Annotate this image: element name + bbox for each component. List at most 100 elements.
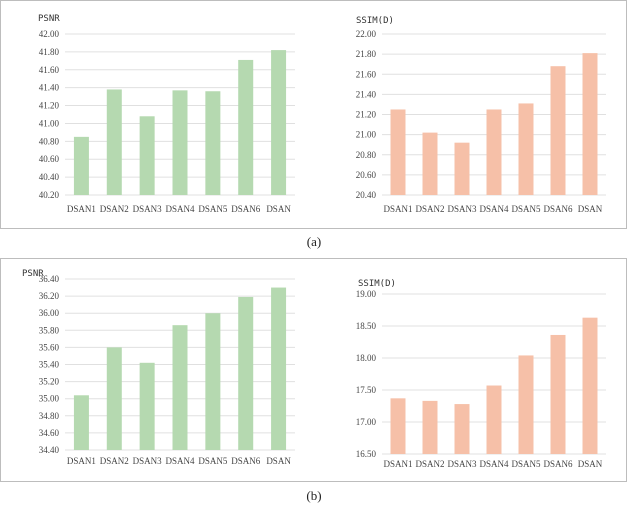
bar-dsan6 — [550, 66, 566, 195]
caption-a: (a) — [306, 234, 322, 249]
bar-dsan4 — [172, 90, 188, 195]
x-tick-label: DSAN — [578, 204, 603, 214]
x-tick-label: DSAN5 — [511, 459, 541, 469]
bar-dsan — [582, 53, 598, 196]
x-tick-label: DSAN6 — [231, 204, 261, 214]
bar-dsan3 — [139, 362, 155, 450]
y-tick-label: 40.80 — [39, 136, 60, 146]
y-tick-label: 20.60 — [356, 170, 377, 180]
x-tick-label: DSAN2 — [100, 204, 129, 214]
x-tick-label: DSAN4 — [479, 459, 509, 469]
x-tick-label: DSAN1 — [383, 459, 412, 469]
x-tick-label: DSAN5 — [511, 204, 541, 214]
y-tick-label: 20.40 — [356, 190, 377, 200]
bar-dsan — [582, 317, 598, 454]
y-tick-label: 22.00 — [356, 29, 377, 39]
bar-dsan6 — [238, 296, 254, 450]
x-tick-label: DSAN3 — [447, 459, 477, 469]
bar-dsan4 — [172, 325, 188, 450]
y-tick-label: 21.00 — [356, 130, 377, 140]
x-tick-label: DSAN3 — [447, 204, 477, 214]
bar-dsan5 — [518, 355, 534, 454]
x-tick-label: DSAN6 — [231, 456, 261, 466]
y-tick-label: 41.60 — [39, 65, 60, 75]
chart-a-psnr: PSNR 40.20 40.40 40.60 40.80 41.00 41.20 41.40 4… — [38, 14, 295, 214]
y-tick-label: 34.40 — [39, 445, 60, 455]
y-tick-label: 41.20 — [39, 101, 60, 111]
x-tick-label: DSAN3 — [133, 204, 163, 214]
y-tick-label: 35.80 — [39, 325, 60, 335]
y-tick-label: 36.20 — [39, 291, 60, 301]
y-tick-label: 41.00 — [39, 118, 60, 128]
bar-dsan — [271, 287, 287, 450]
bar-dsan5 — [518, 103, 534, 195]
x-tick-label: DSAN2 — [415, 204, 444, 214]
bar-dsan3 — [454, 142, 470, 195]
x-tick-label: DSAN2 — [415, 459, 444, 469]
y-axis-label: PSNR — [38, 14, 60, 24]
bar-dsan5 — [205, 91, 221, 195]
x-tick-label: DSAN6 — [543, 204, 573, 214]
y-tick-label: 40.20 — [39, 190, 60, 200]
y-tick-label: 17.00 — [356, 417, 377, 427]
x-tick-label: DSAN4 — [479, 204, 509, 214]
y-tick-label: 36.40 — [39, 274, 60, 284]
y-tick-label: 20.80 — [356, 150, 377, 160]
y-tick-label: 41.80 — [39, 47, 60, 57]
bar-dsan6 — [238, 59, 254, 195]
y-tick-label: 35.60 — [39, 342, 60, 352]
x-tick-label: DSAN1 — [383, 204, 412, 214]
bar-dsan1 — [73, 395, 89, 450]
chart-a-ssim: SSIM(D) 20.40 20.60 20.80 21.00 21.20 21.40 21.… — [356, 16, 606, 214]
bar-dsan1 — [390, 109, 406, 195]
y-tick-label: 40.60 — [39, 154, 60, 164]
bar-dsan6 — [550, 334, 566, 454]
x-tick-label: DSAN5 — [198, 204, 228, 214]
bar-dsan2 — [422, 132, 438, 195]
y-tick-label: 36.00 — [39, 308, 60, 318]
y-tick-label: 35.40 — [39, 360, 60, 370]
chart-b-ssim: SSIM(D) 16.50 17.00 17.50 18.00 18.50 19.00 DSA… — [356, 279, 606, 469]
y-tick-label: 21.40 — [356, 89, 377, 99]
y-tick-label: 18.00 — [356, 353, 377, 363]
y-tick-label: 35.00 — [39, 394, 60, 404]
bar-dsan4 — [486, 385, 502, 454]
bar-dsan4 — [486, 109, 502, 195]
y-tick-label: 21.80 — [356, 49, 377, 59]
y-tick-label: 16.50 — [356, 449, 377, 459]
bar-dsan1 — [390, 398, 406, 454]
y-tick-label: 21.60 — [356, 69, 377, 79]
y-tick-label: 34.80 — [39, 411, 60, 421]
y-tick-label: 42.00 — [39, 29, 60, 39]
bar-dsan2 — [106, 89, 122, 195]
y-axis-label: PSNR — [22, 269, 44, 279]
bar-dsan3 — [139, 116, 155, 195]
x-tick-label: DSAN — [266, 456, 291, 466]
y-tick-label: 18.50 — [356, 321, 377, 331]
y-tick-label: 21.20 — [356, 110, 377, 120]
x-tick-label: DSAN4 — [165, 204, 195, 214]
y-tick-label: 34.60 — [39, 428, 60, 438]
bar-dsan3 — [454, 404, 470, 454]
y-axis-label: SSIM(D) — [356, 16, 394, 26]
y-tick-label: 19.00 — [356, 289, 377, 299]
y-tick-label: 40.40 — [39, 172, 60, 182]
caption-b: (b) — [306, 488, 322, 503]
x-tick-label: DSAN2 — [100, 456, 129, 466]
x-tick-label: DSAN5 — [198, 456, 228, 466]
x-tick-label: DSAN3 — [133, 456, 163, 466]
x-tick-label: DSAN — [578, 459, 603, 469]
x-tick-label: DSAN6 — [543, 459, 573, 469]
x-tick-label: DSAN1 — [67, 456, 96, 466]
bar-dsan2 — [422, 400, 438, 454]
x-tick-label: DSAN4 — [165, 456, 195, 466]
y-tick-label: 41.40 — [39, 83, 60, 93]
bar-dsan — [271, 50, 287, 195]
y-axis-label: SSIM(D) — [358, 279, 396, 289]
x-tick-label: DSAN1 — [67, 204, 96, 214]
x-tick-label: DSAN — [266, 204, 291, 214]
chart-b-psnr: PSNR 34.40 34.60 34.80 35.00 35.20 35.40 35.60 3… — [22, 269, 295, 466]
bar-dsan1 — [73, 136, 89, 195]
y-tick-label: 35.20 — [39, 377, 60, 387]
bar-dsan2 — [106, 347, 122, 450]
